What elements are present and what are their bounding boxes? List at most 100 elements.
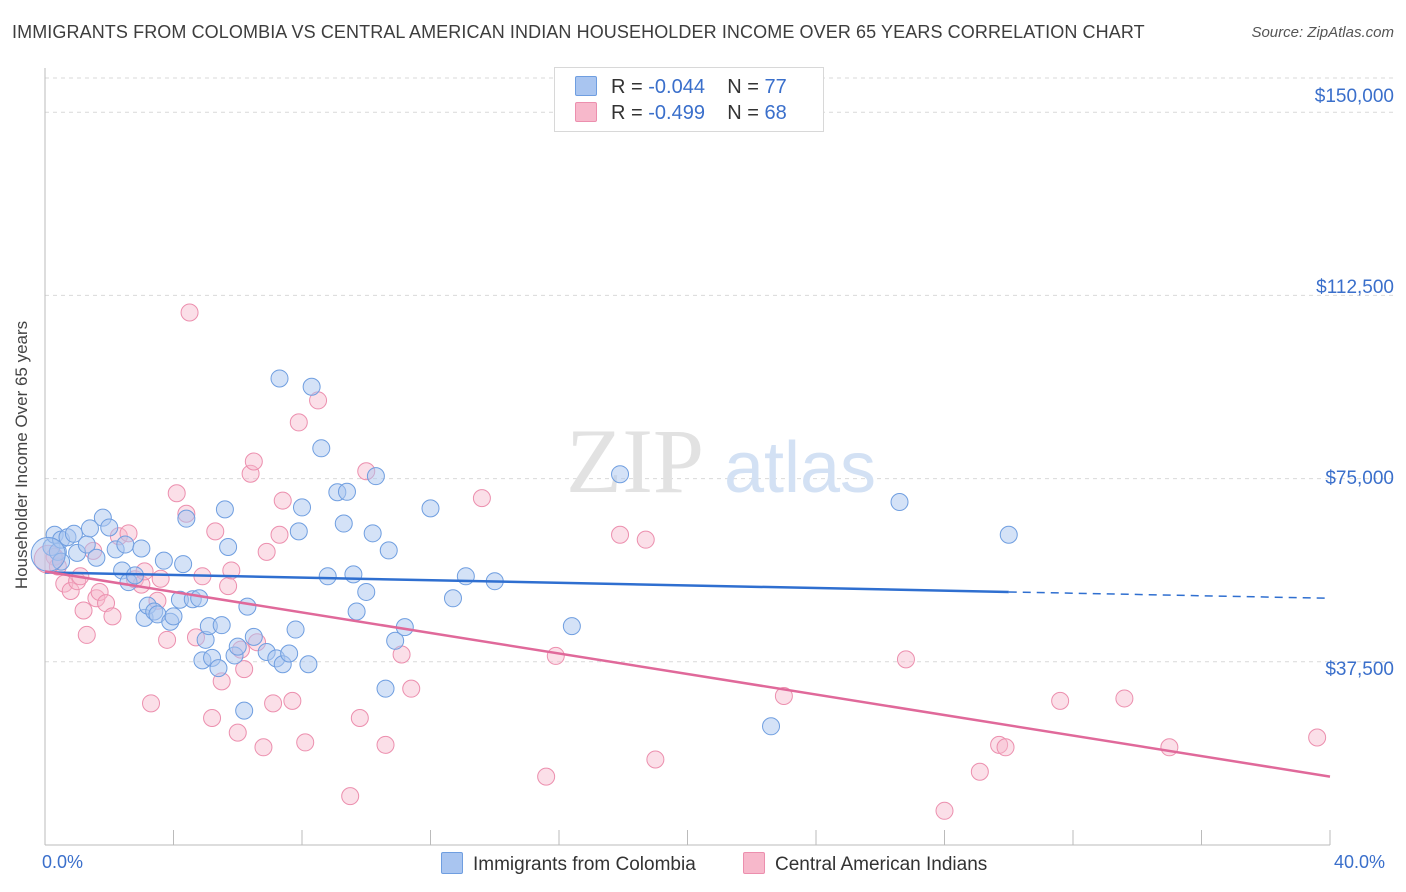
data-point-central-american-indians [774,686,793,705]
data-point-central-american-indians [296,733,315,752]
y-tick-label: $112,500 [1316,277,1394,298]
legend-r-value: -0.044 [648,76,705,98]
data-point-colombia [100,518,119,537]
data-point-colombia [280,644,299,663]
data-point-central-american-indians [254,738,273,757]
axes [44,68,1331,846]
data-point-colombia [174,555,193,574]
data-point-central-american-indians [537,767,556,786]
gridlines [45,77,1395,663]
legend-n-value: 77 [764,76,787,98]
data-point-central-american-indians [219,577,238,596]
y-tick-label: $75,000 [1325,468,1394,489]
data-point-central-american-indians [935,801,954,820]
data-point-central-american-indians [151,569,170,588]
data-point-colombia [154,551,173,570]
watermark: ZIP atlas [566,410,876,512]
data-point-central-american-indians [1308,728,1327,747]
trend-line-colombia-extension [1008,591,1331,600]
data-point-colombia [177,509,196,528]
data-point-colombia [286,620,305,639]
series-central-american-indians-points [33,303,1327,820]
data-point-central-american-indians [142,694,161,713]
data-point-colombia [244,627,263,646]
data-point-central-american-indians [90,582,109,601]
data-point-central-american-indians [546,646,565,665]
data-point-colombia [386,631,405,650]
data-point-colombia [235,701,254,720]
data-point-central-american-indians [61,581,80,600]
data-point-colombia [357,582,376,601]
legend-label: Central American Indians [775,854,988,875]
data-point-central-american-indians [158,630,177,649]
data-point-colombia [347,602,366,621]
data-point-central-american-indians [167,484,186,503]
data-point-central-american-indians [203,708,222,727]
data-point-colombia [366,467,385,486]
legend-n-label: N = [727,102,759,124]
data-point-colombia [376,679,395,698]
data-point-central-american-indians [244,452,263,471]
y-tick-label: $150,000 [1314,86,1394,107]
data-point-colombia [289,522,308,541]
data-point-colombia [30,536,66,572]
data-point-central-american-indians [896,650,915,669]
data-point-central-american-indians [97,594,116,613]
trend-line-central-american-indians [44,570,1331,778]
data-point-central-american-indians [1051,691,1070,710]
legend-swatch-pink [575,102,597,122]
data-point-central-american-indians [996,738,1015,757]
data-point-colombia [312,439,331,458]
data-point-central-american-indians [103,607,122,626]
y-axis-label: Householder Income Over 65 years [12,320,31,590]
legend-r-label: R = [611,76,643,98]
source-label: Source: ZipAtlas.com [1251,24,1394,41]
data-point-central-american-indians [77,625,96,644]
data-point-colombia [164,607,183,626]
data-point-colombia [421,499,440,518]
data-point-colombia [228,637,247,656]
data-point-central-american-indians [283,691,302,710]
data-point-colombia [337,482,356,501]
data-point-central-american-indians [180,303,199,322]
data-point-colombia [238,597,257,616]
bottom-legend-colombia: Immigrants from Colombia [441,852,696,876]
legend-swatch-pink [743,852,765,874]
legend-row-central-american-indians: R = -0.499 N = 68 [575,102,787,126]
data-point-central-american-indians [970,762,989,781]
x-tick-label-max: 40.0% [1334,852,1386,872]
data-point-central-american-indians [472,489,491,508]
data-point-colombia [611,465,630,484]
data-point-central-american-indians [206,522,225,541]
data-point-colombia [344,565,363,584]
data-point-colombia [334,514,353,533]
data-point-colombia [318,567,337,586]
data-point-colombia [302,377,321,396]
data-point-central-american-indians [611,525,630,544]
data-point-colombia [209,659,228,678]
series-colombia-points [30,369,1018,736]
chart-title: IMMIGRANTS FROM COLOMBIA VS CENTRAL AMER… [12,22,1145,42]
data-point-colombia [562,617,581,636]
y-tick-label: $37,500 [1325,659,1394,680]
data-point-central-american-indians [289,413,308,432]
data-point-colombia [116,535,135,554]
trend-lines [44,570,1331,778]
data-point-central-american-indians [235,660,254,679]
legend-r-label: R = [611,102,643,124]
data-point-colombia [293,498,311,517]
data-point-central-american-indians [646,750,665,769]
data-point-central-american-indians [222,561,241,580]
bottom-legend-central-american-indians: Central American Indians [743,852,987,876]
data-point-central-american-indians [1160,738,1179,757]
legend-n-label: N = [727,76,759,98]
data-point-central-american-indians [341,787,360,806]
data-point-colombia [87,548,106,567]
stats-legend: R = -0.044 N = 77 R = -0.499 N = 68 [554,67,824,132]
data-point-colombia [215,500,234,519]
legend-label: Immigrants from Colombia [473,854,696,875]
data-point-central-american-indians [1115,689,1134,708]
data-point-central-american-indians [228,723,247,742]
data-point-colombia [190,589,209,608]
